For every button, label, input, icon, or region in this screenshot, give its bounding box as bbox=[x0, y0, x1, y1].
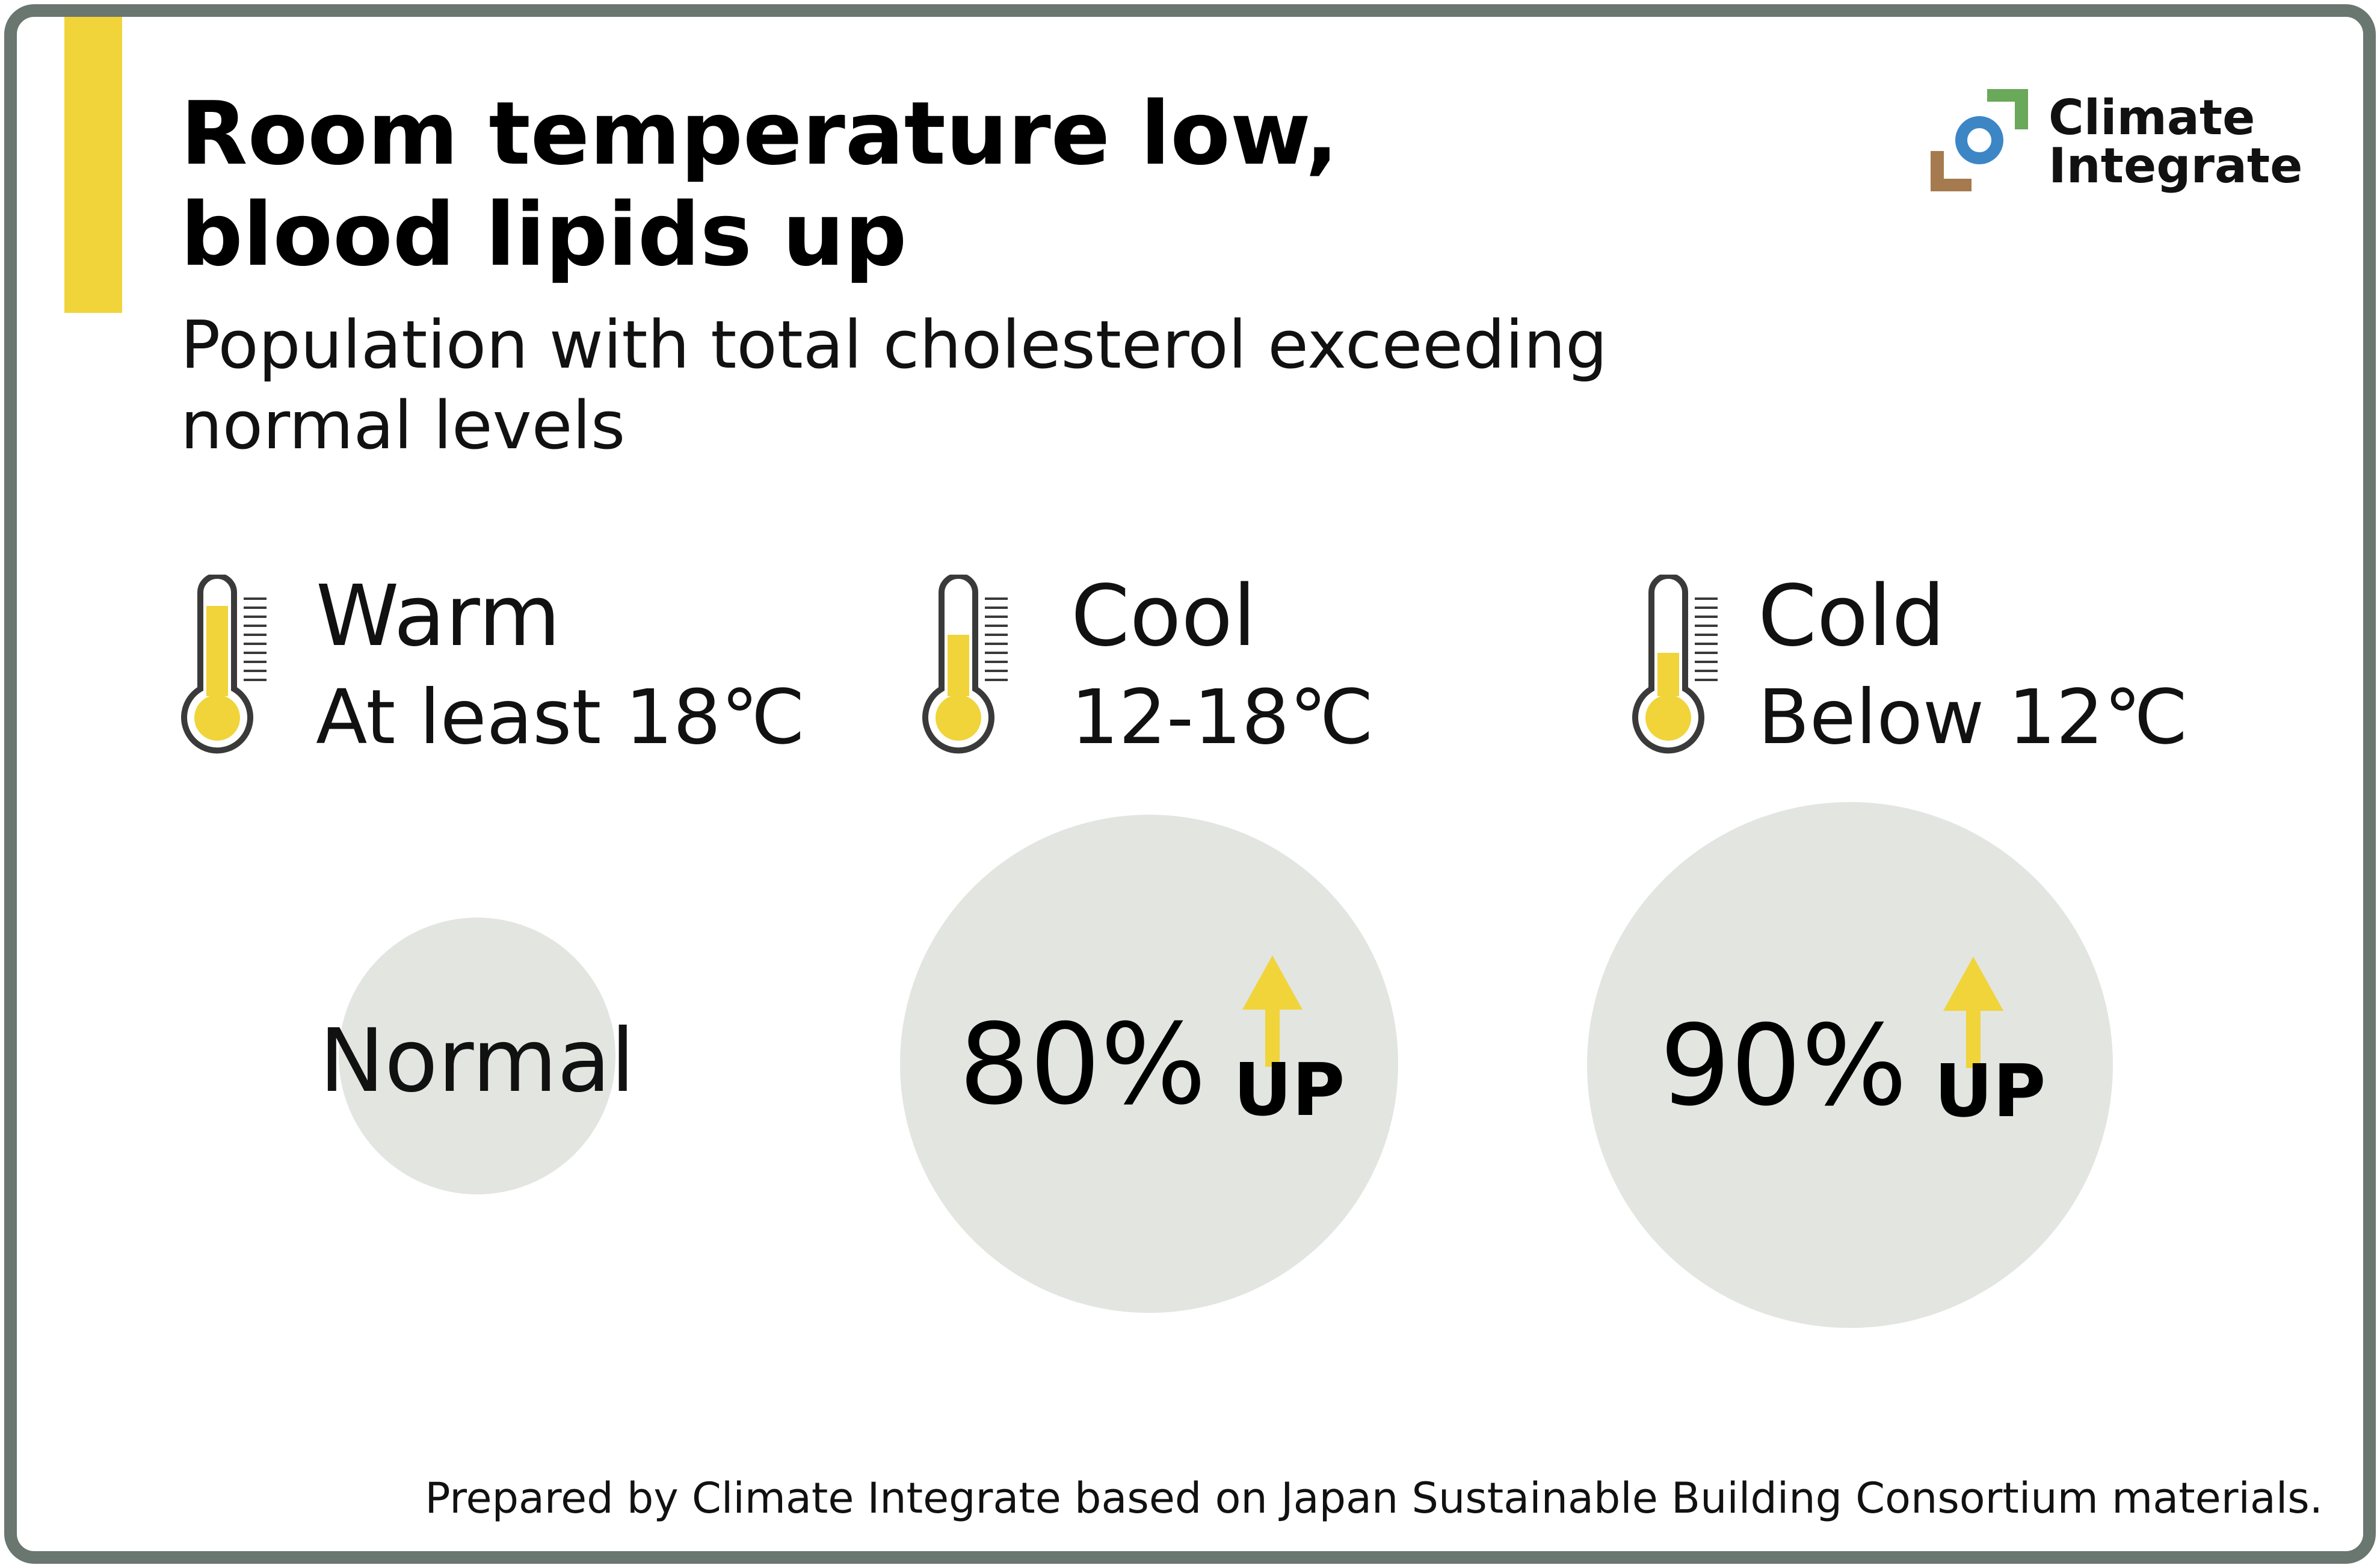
logo-word-integrate: Integrate bbox=[2049, 138, 2303, 194]
category-name: Cold bbox=[1758, 567, 1946, 665]
category-name: Warm bbox=[316, 567, 561, 665]
bubble-up-label: UP bbox=[1934, 1050, 2046, 1134]
climate-integrate-logo: Climate Integrate bbox=[1928, 89, 2303, 194]
source-footnote: Prepared by Climate Integrate based on J… bbox=[425, 1474, 2323, 1523]
subtitle-line-1: Population with total cholesterol exceed… bbox=[180, 306, 1608, 383]
accent-bar bbox=[64, 17, 122, 313]
thermometer-fill bbox=[948, 635, 969, 696]
bubble-percent: 80% bbox=[959, 999, 1206, 1129]
bubble-up-label: UP bbox=[1233, 1049, 1345, 1132]
bubble-group-cool: 80% UP bbox=[900, 815, 1398, 1313]
bubble-label: Normal bbox=[319, 1010, 635, 1112]
thermometer-icon bbox=[181, 575, 267, 754]
category-range: 12-18℃ bbox=[1071, 674, 1374, 761]
category-cold: Cold Below 12℃ bbox=[1627, 575, 2289, 767]
category-range: Below 12℃ bbox=[1758, 674, 2189, 761]
title-line-2: blood lipids up bbox=[180, 184, 907, 286]
up-arrow-head bbox=[1943, 957, 2003, 1011]
title-line-1: Room temperature low, bbox=[180, 83, 1339, 185]
thermometer-icon bbox=[1632, 575, 1718, 754]
bubble bbox=[900, 815, 1398, 1313]
bubble bbox=[1587, 802, 2113, 1328]
subtitle-line-2: normal levels bbox=[180, 387, 626, 464]
bubble-group-cold: 90% UP bbox=[1587, 802, 2113, 1328]
thermometer-fill bbox=[1657, 653, 1679, 696]
thermometer-icon bbox=[922, 575, 1008, 754]
logo-mark-icon bbox=[1931, 89, 2028, 191]
category-name: Cool bbox=[1071, 567, 1256, 665]
logo-word-climate: Climate bbox=[2049, 90, 2255, 146]
bubble-percent: 90% bbox=[1660, 1001, 1907, 1131]
category-warm: Warm At least 18℃ bbox=[176, 575, 838, 767]
bubble bbox=[339, 918, 615, 1194]
category-range: At least 18℃ bbox=[316, 674, 806, 761]
thermometer-fill bbox=[206, 606, 228, 696]
category-cool: Cool 12-18℃ bbox=[917, 575, 1579, 767]
up-arrow-head bbox=[1242, 955, 1303, 1010]
bubble-group-warm: Normal bbox=[319, 918, 635, 1194]
